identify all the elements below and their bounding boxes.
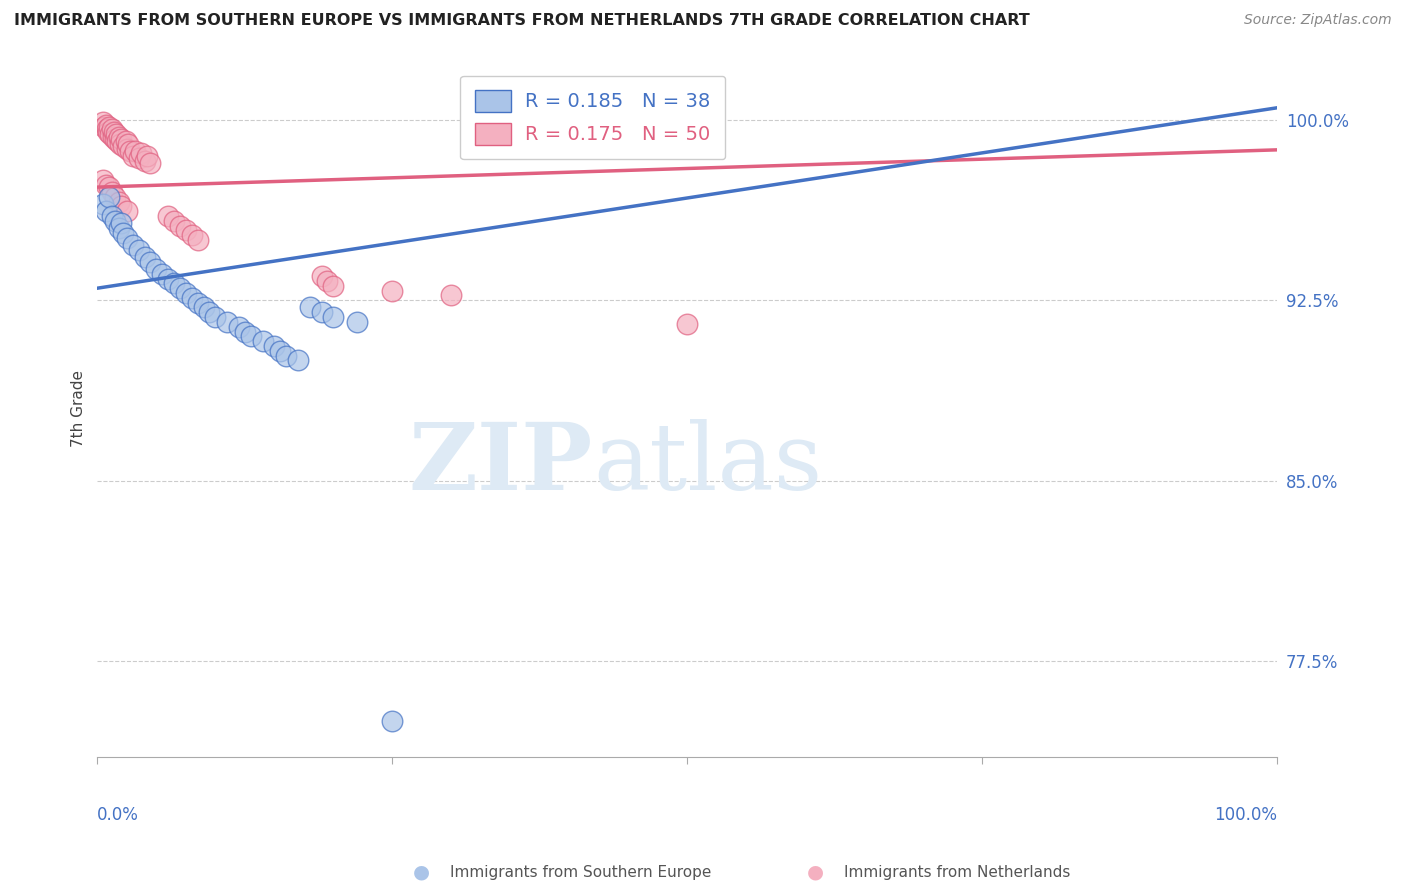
Text: Immigrants from Southern Europe: Immigrants from Southern Europe [450,865,711,880]
Point [96,122,118,136]
Point [120,144,142,158]
Point [128,151,150,165]
Point [112,226,135,240]
Point [346,315,368,329]
Text: 100.0%: 100.0% [1215,806,1278,824]
Point [107,129,129,144]
Point [110,199,132,213]
Point [276,349,298,363]
Point [204,310,226,324]
Point [322,278,344,293]
Point [104,214,127,228]
Point [91,115,114,129]
Point [198,305,221,319]
Text: Immigrants from Netherlands: Immigrants from Netherlands [844,865,1070,880]
Text: atlas: atlas [593,419,823,509]
Point [676,318,699,332]
Point [134,250,156,264]
Point [163,277,186,291]
Point [112,139,135,153]
Point [187,233,209,247]
Text: ●: ● [807,863,824,882]
Y-axis label: 7th Grade: 7th Grade [72,370,86,447]
Point [117,136,139,151]
Point [169,219,191,233]
Point [322,310,344,324]
Point [381,284,404,298]
Point [91,197,114,211]
Point [107,221,129,235]
Point [298,301,321,315]
Point [440,288,463,302]
Point [98,127,121,141]
Point [121,238,143,252]
Point [101,129,124,144]
Point [93,120,115,134]
Point [100,209,122,223]
Point [134,153,156,168]
Point [94,178,117,192]
Point [316,274,339,288]
Text: Source: ZipAtlas.com: Source: ZipAtlas.com [1244,13,1392,28]
Point [100,185,122,199]
Point [157,271,180,285]
Point [115,142,138,156]
Point [104,190,127,204]
Point [110,132,132,146]
Point [105,127,128,141]
Point [98,190,121,204]
Point [121,149,143,163]
Text: IMMIGRANTS FROM SOUTHERN EUROPE VS IMMIGRANTS FROM NETHERLANDS 7TH GRADE CORRELA: IMMIGRANTS FROM SOUTHERN EUROPE VS IMMIG… [14,13,1029,29]
Point [115,230,138,244]
Point [94,118,117,132]
Point [139,254,162,268]
Point [100,122,122,136]
Point [129,146,152,161]
Point [239,329,262,343]
Point [145,262,167,277]
Text: ZIP: ZIP [409,419,593,509]
Point [263,339,285,353]
Point [91,173,114,187]
Point [252,334,274,348]
Point [311,305,333,319]
Point [180,291,202,305]
Point [187,295,209,310]
Point [228,319,250,334]
Point [163,214,186,228]
Point [174,285,197,300]
Text: 0.0%: 0.0% [97,806,139,824]
Legend: R = 0.185   N = 38, R = 0.175   N = 50: R = 0.185 N = 38, R = 0.175 N = 50 [460,76,725,160]
Point [139,156,162,170]
Point [287,353,309,368]
Point [108,136,131,151]
Point [269,343,291,358]
Point [150,267,173,281]
Point [98,120,121,134]
Point [311,269,333,284]
Point [174,223,197,237]
Point [103,125,125,139]
Point [180,228,202,243]
Point [107,194,129,209]
Point [233,325,256,339]
Point [115,204,138,219]
Point [98,180,121,194]
Point [217,315,239,329]
Point [107,135,129,149]
Point [110,216,132,230]
Point [381,714,404,729]
Point [97,125,120,139]
Text: ●: ● [413,863,430,882]
Point [193,301,215,315]
Point [135,149,157,163]
Point [104,132,127,146]
Point [124,144,146,158]
Point [157,209,180,223]
Point [169,281,191,295]
Point [128,243,150,257]
Point [94,204,117,219]
Point [114,135,136,149]
